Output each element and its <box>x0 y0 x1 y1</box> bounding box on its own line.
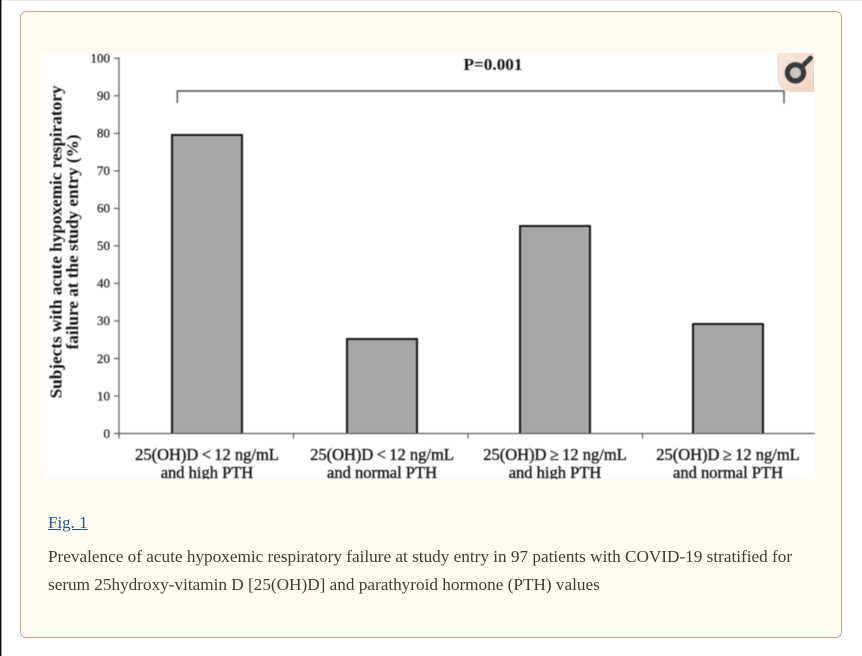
svg-text:100: 100 <box>91 53 111 66</box>
svg-text:80: 80 <box>97 126 110 141</box>
svg-text:failure at the study entry (%): failure at the study entry (%) <box>63 135 82 350</box>
svg-text:30: 30 <box>97 313 110 328</box>
svg-text:0: 0 <box>104 426 111 441</box>
svg-text:P=0.001: P=0.001 <box>464 55 523 74</box>
svg-text:25(OH)D ≥ 12 ng/mL: 25(OH)D ≥ 12 ng/mL <box>656 445 800 464</box>
svg-text:and normal PTH: and normal PTH <box>327 463 437 479</box>
svg-text:and normal PTH: and normal PTH <box>673 463 783 479</box>
svg-text:and high PTH: and high PTH <box>509 463 602 479</box>
svg-text:90: 90 <box>97 88 110 103</box>
svg-text:and high PTH: and high PTH <box>161 463 254 479</box>
svg-text:25(OH)D ≥ 12 ng/mL: 25(OH)D ≥ 12 ng/mL <box>483 445 627 464</box>
svg-text:10: 10 <box>97 388 110 403</box>
svg-text:70: 70 <box>97 163 110 178</box>
svg-text:Subjects with acute hypoxemic: Subjects with acute hypoxemic respirator… <box>47 85 66 398</box>
svg-text:25(OH)D < 12 ng/mL: 25(OH)D < 12 ng/mL <box>135 445 279 464</box>
svg-text:50: 50 <box>97 238 110 253</box>
svg-text:60: 60 <box>97 201 110 216</box>
svg-text:40: 40 <box>97 276 110 291</box>
svg-text:25(OH)D < 12 ng/mL: 25(OH)D < 12 ng/mL <box>310 445 454 464</box>
svg-text:20: 20 <box>97 351 110 366</box>
